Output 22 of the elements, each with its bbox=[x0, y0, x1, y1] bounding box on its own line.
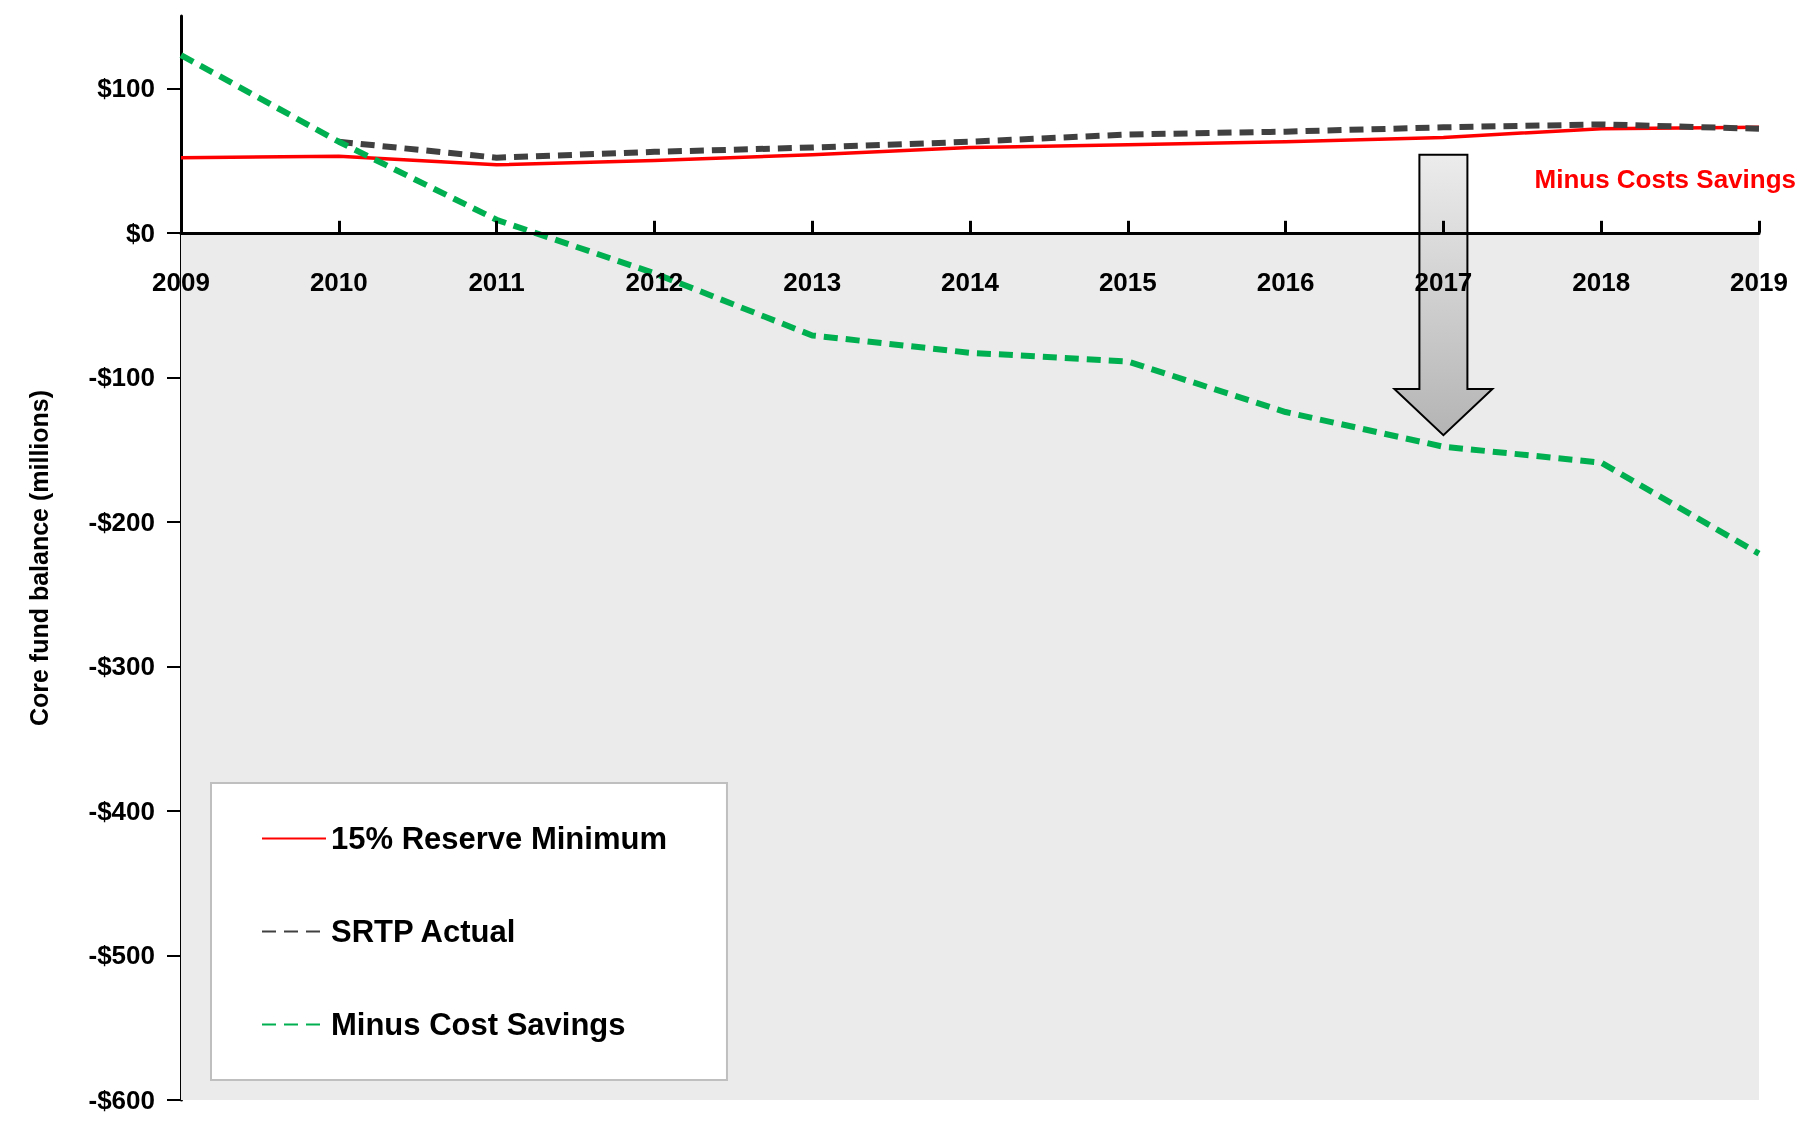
x-tick-label: 2013 bbox=[783, 266, 842, 297]
y-tick-label: -$100 bbox=[88, 362, 155, 393]
y-tick-label: -$200 bbox=[88, 506, 155, 537]
x-tick-label: 2015 bbox=[1098, 266, 1157, 297]
x-tick-label: 2016 bbox=[1256, 266, 1315, 297]
legend-label: 15% Reserve Minimum bbox=[331, 821, 667, 856]
y-tick-label: -$400 bbox=[88, 795, 155, 826]
x-tick-label: 2014 bbox=[941, 266, 1000, 297]
x-tick-label: 2010 bbox=[309, 266, 368, 297]
x-tick-label: 2012 bbox=[625, 266, 684, 297]
y-axis-title: Core fund balance (millions) bbox=[24, 389, 53, 727]
x-tick-label: 2018 bbox=[1572, 266, 1631, 297]
legend-label: SRTP Actual bbox=[331, 914, 516, 949]
y-tick-label: -$300 bbox=[88, 651, 155, 682]
y-tick-label: -$500 bbox=[88, 940, 155, 971]
annotation: Minus Costs Savings bbox=[1534, 164, 1796, 194]
legend-label: Minus Cost Savings bbox=[331, 1007, 626, 1042]
y-tick-label: $100 bbox=[97, 73, 155, 104]
x-tick-label: 2011 bbox=[468, 266, 525, 297]
x-tick-label: 2019 bbox=[1730, 266, 1788, 297]
y-tick-label: -$600 bbox=[88, 1085, 155, 1115]
y-tick-label: $0 bbox=[126, 217, 155, 248]
